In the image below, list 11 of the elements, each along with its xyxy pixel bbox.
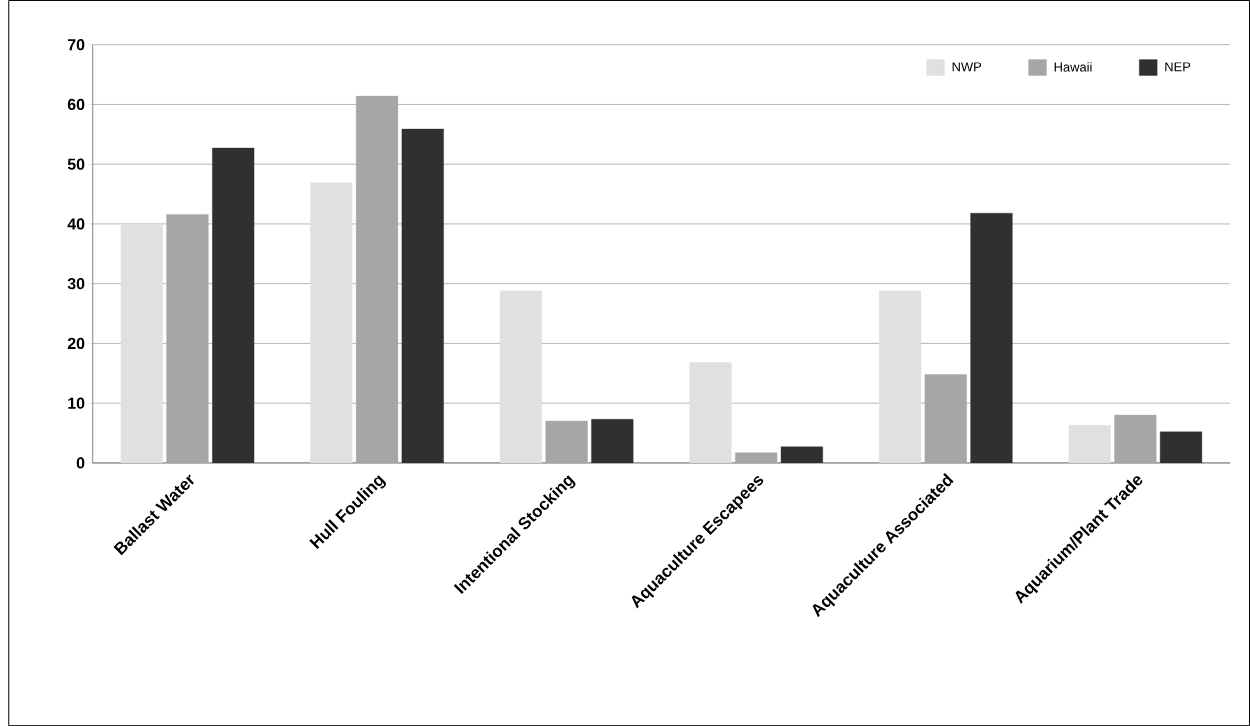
- legend-label: NWP: [952, 62, 982, 72]
- y-tick-label: 70: [67, 38, 85, 51]
- y-tick-label: 30: [67, 277, 85, 290]
- y-tick-label: 40: [67, 218, 85, 230]
- y-tick-label: 20: [67, 337, 85, 349]
- y-tick-label: 10: [68, 397, 85, 409]
- y-tick-label: 60: [67, 98, 85, 110]
- y-tick-label: 0: [76, 457, 85, 469]
- y-tick-label: 50: [67, 158, 85, 170]
- legend-label: NEP: [1165, 62, 1191, 72]
- legend-label: Hawaii: [1054, 62, 1092, 72]
